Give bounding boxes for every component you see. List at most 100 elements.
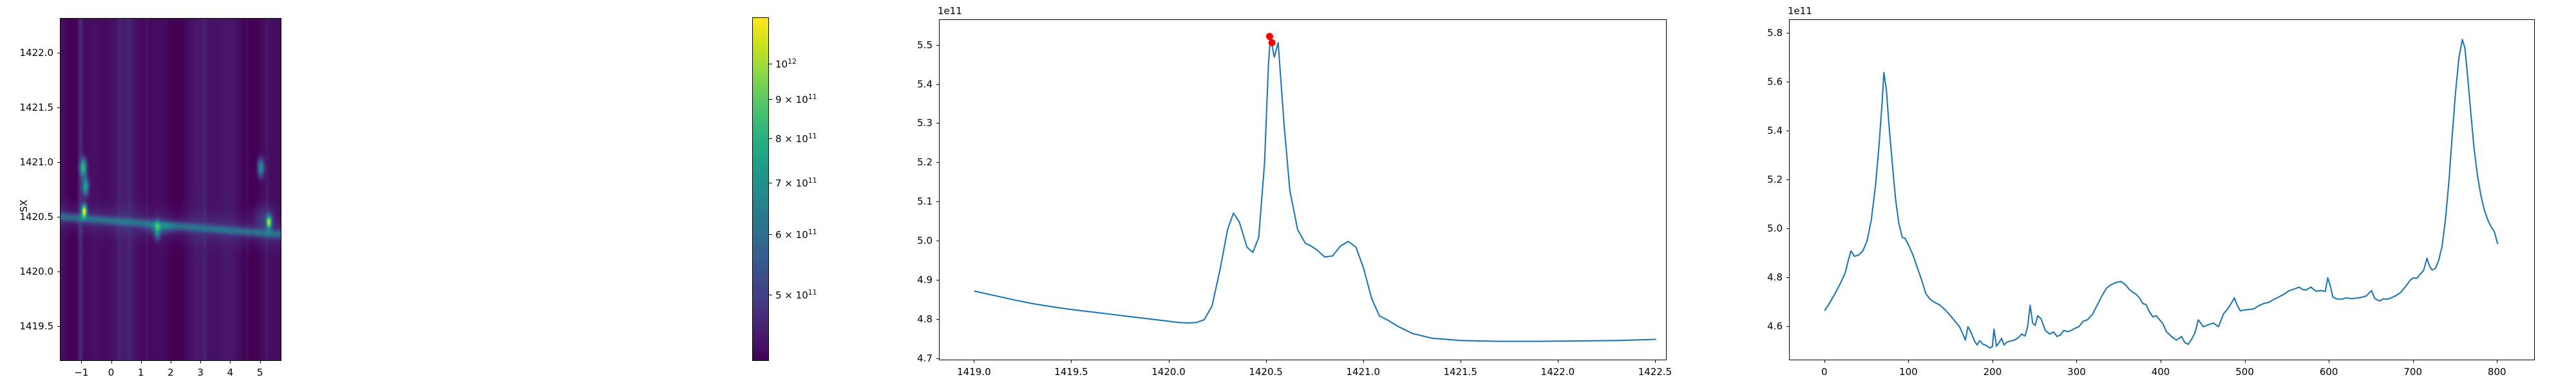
colorbar-tick-mark (769, 234, 772, 235)
dynamic-spectrum-image[interactable] (60, 18, 281, 361)
y-tick-mark (936, 162, 939, 163)
x-tick-mark (2076, 360, 2078, 363)
x-tick-label: 2 (167, 367, 174, 378)
x-tick-mark (230, 361, 231, 363)
spectrum-panel: 1e11 1419.0 1419.5 1420.0 1420.5 1421.0 1421.… (857, 0, 1713, 386)
y-tick-label: 1421.5 (19, 102, 54, 114)
x-tick-mark (1654, 360, 1656, 363)
spectrum-y-offset-text: 1e11 (938, 5, 962, 17)
x-tick-label: 1422.0 (1540, 366, 1575, 378)
x-tick-label: 1420.5 (1249, 366, 1283, 378)
y-tick-mark (936, 358, 939, 359)
peak-marker[interactable] (1268, 39, 1276, 46)
x-tick-label: 0 (108, 367, 115, 378)
y-tick-mark (936, 44, 939, 46)
x-tick-mark (140, 361, 142, 363)
x-tick-label: 400 (2151, 366, 2170, 378)
y-tick-label: 1420.5 (19, 210, 54, 223)
y-tick-mark (936, 201, 939, 203)
x-tick-mark (2244, 360, 2246, 363)
x-tick-label: 1421.5 (1443, 366, 1477, 378)
data-line (1824, 39, 2499, 349)
y-tick-mark (57, 326, 60, 327)
y-tick-label: 4.8 (917, 313, 933, 326)
x-tick-mark (1824, 360, 1825, 363)
y-tick-label: 1419.5 (19, 320, 54, 332)
x-tick-mark (2412, 360, 2414, 363)
y-tick-label: 5.2 (1767, 173, 1783, 185)
y-tick-label: 5.8 (1767, 26, 1783, 39)
y-tick-mark (1786, 326, 1789, 327)
x-tick-label: 600 (2319, 366, 2338, 378)
y-tick-label: 5.5 (917, 39, 933, 51)
colorbar-tick-mark (769, 138, 772, 139)
y-tick-mark (1786, 228, 1789, 229)
x-tick-mark (81, 361, 82, 363)
x-tick-label: 1419.5 (1054, 366, 1088, 378)
timeseries-plot-area[interactable] (1789, 19, 2535, 360)
colorbar-tick-label: 6 × 1011 (775, 227, 817, 241)
x-tick-label: 5 (256, 367, 263, 378)
y-tick-mark (57, 162, 60, 163)
x-tick-mark (1265, 360, 1267, 363)
timeseries-panel: 1e11 0 100 200 300 400 500 600 700 800 4.6 4.8 5.0 5… (1713, 0, 2576, 386)
y-tick-label: 4.9 (917, 274, 933, 286)
y-tick-label: 1421.0 (19, 156, 54, 169)
y-tick-label: 5.1 (917, 196, 933, 208)
y-tick-label: 4.8 (1767, 271, 1783, 283)
x-tick-label: 500 (2235, 366, 2254, 378)
x-tick-label: 0 (1821, 366, 1828, 378)
x-tick-mark (260, 361, 261, 363)
y-tick-label: 5.3 (917, 117, 933, 129)
colorbar-tick-label: 5 × 1011 (775, 288, 817, 302)
y-tick-mark (57, 107, 60, 109)
colorbar-tick-label: 8 × 1011 (775, 131, 817, 145)
colorbar-tick-mark (769, 98, 772, 100)
y-tick-label: 5.0 (1767, 222, 1783, 234)
y-tick-label: 5.2 (917, 156, 933, 169)
x-tick-mark (1908, 360, 1909, 363)
colorbar-tick-label: 9 × 1011 (775, 92, 817, 106)
x-tick-label: 1422.5 (1638, 366, 1672, 378)
y-tick-label: 1420.0 (19, 265, 54, 277)
y-tick-label: 5.4 (1767, 124, 1783, 136)
timeseries-y-offset-text: 1e11 (1788, 5, 1812, 17)
x-tick-label: −1 (74, 367, 89, 378)
y-tick-label: 1422.0 (19, 47, 54, 59)
x-tick-label: 300 (2067, 366, 2086, 378)
x-tick-label: 1419.0 (957, 366, 991, 378)
peak-marker[interactable] (1265, 33, 1273, 41)
x-tick-label: 4 (227, 367, 234, 378)
x-tick-mark (1168, 360, 1170, 363)
y-tick-mark (1786, 277, 1789, 278)
y-tick-label: 4.7 (917, 352, 933, 364)
x-tick-mark (1071, 360, 1072, 363)
x-tick-label: 3 (197, 367, 204, 378)
x-tick-label: 800 (2487, 366, 2506, 378)
colorbar-tick-label: 1012 (775, 57, 797, 71)
data-line (974, 35, 1656, 342)
y-tick-mark (57, 271, 60, 272)
y-tick-label: 4.6 (1767, 320, 1783, 332)
colorbar-tick-label: 7 × 1011 (775, 176, 817, 190)
y-tick-label: 5.4 (917, 78, 933, 90)
y-tick-label: 5.0 (917, 235, 933, 247)
y-tick-mark (936, 123, 939, 124)
y-tick-mark (936, 319, 939, 320)
x-tick-label: 1420.0 (1151, 366, 1186, 378)
intensity-colorbar[interactable] (752, 17, 769, 361)
x-tick-mark (200, 361, 202, 363)
x-tick-label: 200 (1983, 366, 2002, 378)
x-tick-label: 100 (1899, 366, 1918, 378)
x-tick-mark (1363, 360, 1364, 363)
y-tick-mark (1786, 179, 1789, 180)
y-tick-label: 5.6 (1767, 75, 1783, 87)
x-tick-label: 1 (137, 367, 144, 378)
x-tick-mark (111, 361, 112, 363)
heatmap-panel: −1 0 1 2 3 4 5 1419.5 1420.0 1420.5 1421.0 1421.5 14… (0, 0, 857, 386)
y-tick-mark (936, 84, 939, 85)
x-tick-label: 1421.0 (1346, 366, 1380, 378)
spectrum-plot-area[interactable] (939, 19, 1667, 360)
x-tick-label: 700 (2403, 366, 2423, 378)
